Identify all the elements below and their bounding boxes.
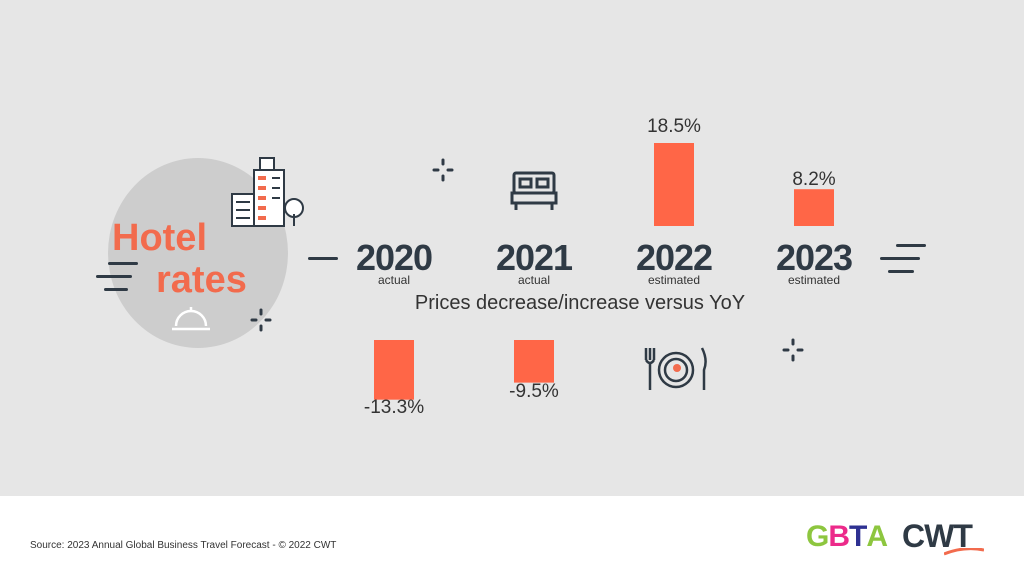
hotel-building-icon [231,157,304,227]
value-label-2023: 8.2% [792,169,836,190]
sparkle-icon [782,338,804,362]
value-label-2022: 18.5% [647,116,701,137]
plate-utensils-icon [644,347,707,390]
speed-line [104,288,128,291]
bar-2023 [794,189,834,226]
status-label-2022: estimated [647,273,701,287]
axis-dash-left [308,257,338,260]
year-label-2020: 2020 [355,237,433,278]
speed-line [896,244,926,247]
bed-icon [510,171,558,210]
value-label-2020: -13.3% [363,397,425,418]
gbta-letter: A [866,520,888,553]
service-bell-icon [172,307,210,331]
bar-2021 [514,340,554,383]
year-label-2021: 2021 [495,237,573,278]
title-line-2: rates [156,259,247,301]
bar-2020 [374,340,414,400]
sparkle-icon [250,308,272,332]
value-label-2021: -9.5% [509,381,559,402]
status-label-2021: actual [517,273,551,287]
year-label-2023: 2023 [775,237,853,278]
status-label-2020: actual [377,273,411,287]
gbta-letter: B [828,520,850,553]
gbta-letter: G [806,520,829,553]
chart-subtitle: Prices decrease/increase versus YoY [414,292,746,314]
cwt-swoosh-icon [944,548,984,556]
title-line-1: Hotel [112,217,207,259]
year-label-2022: 2022 [635,237,713,278]
status-label-2023: estimated [787,273,841,287]
bar-2022 [654,143,694,226]
bar-chart [374,143,834,400]
gbta-logo: GBTA [806,520,888,554]
speed-line [888,270,914,273]
speed-line [108,262,138,265]
source-note: Source: 2023 Annual Global Business Trav… [30,540,337,551]
speed-line [96,275,132,278]
footer [0,496,1024,576]
speed-line [880,257,920,260]
gbta-letter: T [849,520,867,553]
sparkle-icon [432,158,454,182]
